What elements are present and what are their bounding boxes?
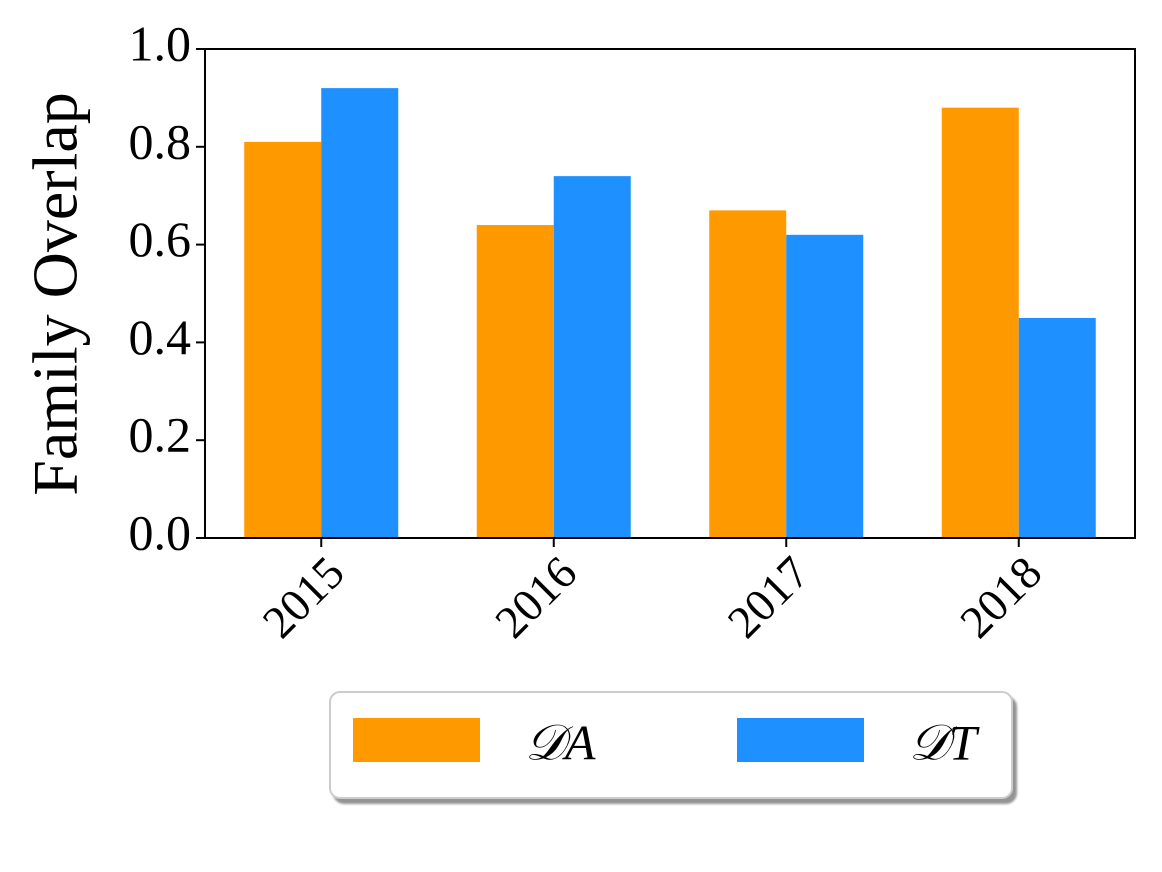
- y-tick-label: 0.2: [129, 407, 192, 463]
- y-tick-label: 0.4: [129, 309, 192, 365]
- x-tick-label: 2017: [718, 546, 819, 647]
- bar: [709, 210, 787, 538]
- x-tick-label: 2015: [253, 546, 354, 647]
- y-tick-label: 0.6: [129, 211, 192, 267]
- x-tick-label: 2016: [485, 546, 586, 647]
- x-tick-label: 2018: [950, 546, 1051, 647]
- y-tick-label: 1.0: [129, 15, 192, 71]
- y-tick-label: 0.0: [129, 504, 192, 560]
- bar: [786, 234, 864, 538]
- bar: [941, 107, 1019, 539]
- bar: [476, 225, 554, 539]
- legend-swatch: [353, 718, 480, 762]
- y-axis-label: Family Overlap: [20, 92, 91, 495]
- legend-swatch: [737, 718, 864, 762]
- bar: [244, 141, 322, 538]
- legend-label: 𝒟A: [525, 714, 596, 770]
- legend: 𝒟A 𝒟T: [329, 691, 1013, 799]
- plot-frame: [204, 48, 1136, 539]
- legend-label: 𝒟T: [909, 714, 980, 770]
- bar: [1018, 317, 1096, 538]
- y-tick-label: 0.8: [129, 113, 192, 169]
- bar: [553, 176, 631, 538]
- bar: [321, 88, 399, 539]
